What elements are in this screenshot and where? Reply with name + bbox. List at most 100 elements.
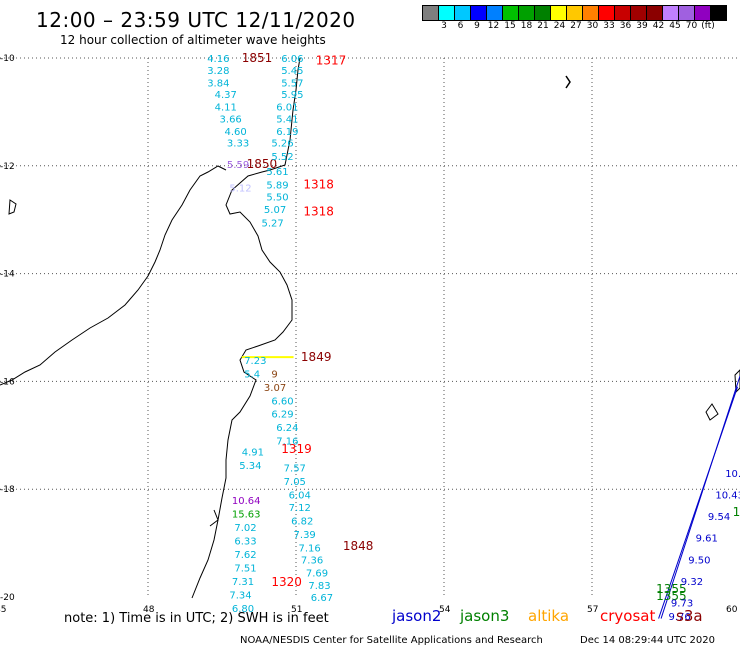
wave-height-label: 3.33 xyxy=(227,139,249,150)
satellite-pass-labels: 1851 1317 1850 1318 1318 1849 1319 1848 1320 1355… xyxy=(242,51,740,603)
wave-height-label: 5.50 xyxy=(266,193,288,204)
wave-height-label: 7.51 xyxy=(234,563,256,574)
legend-label: 39 xyxy=(636,21,648,31)
wave-height-label: 6.33 xyxy=(234,536,256,547)
wave-height-label: 9.76 xyxy=(668,612,690,623)
legend-label: 42 xyxy=(652,21,665,31)
pass-number-label: 1319 xyxy=(281,442,312,456)
wave-height-label: 7.16 xyxy=(298,543,320,554)
wave-height-label: 6.80 xyxy=(232,604,254,615)
wave-height-label: 3.07 xyxy=(264,383,286,394)
page-title: 12:00 – 23:59 UTC 12/11/2020 xyxy=(36,8,356,32)
wave-height-label: 9.50 xyxy=(688,555,710,566)
wave-height-label: 7.36 xyxy=(301,555,323,566)
wave-height-label: 6.04 xyxy=(289,491,311,502)
footnote: note: 1) Time is in UTC; 2) SWH is in fe… xyxy=(64,611,329,626)
wave-height-label: 5.41 xyxy=(276,114,298,125)
wave-height-label: 6.67 xyxy=(311,593,333,604)
legend-label: 24 xyxy=(553,21,566,31)
legend-s3a: s3a xyxy=(676,607,703,625)
wave-height-label: 7.31 xyxy=(232,577,254,588)
wave-height-label: 6.60 xyxy=(271,396,293,407)
legend-label: 30 xyxy=(586,21,599,31)
wave-height-label: 3.84 xyxy=(207,78,229,89)
legend-label: 45 xyxy=(669,21,681,31)
wave-height-label: 7.39 xyxy=(294,530,316,541)
lon-tick-label: 51 xyxy=(291,605,302,615)
wave-height-label: 4.37 xyxy=(215,90,237,101)
wave-height-label: 4.91 xyxy=(242,447,264,458)
lon-tick-label: 57 xyxy=(587,605,598,615)
wave-height-label: 5.59 xyxy=(227,160,249,171)
pass-number-label: 1849 xyxy=(301,350,332,364)
legend-jason3: jason3 xyxy=(460,607,510,625)
wave-height-label: 10.64 xyxy=(232,496,261,507)
wave-height-label: 7.23 xyxy=(244,356,266,367)
coastline xyxy=(0,57,740,599)
wave-height-label: 9.73 xyxy=(671,598,693,609)
wave-height-label: 5.52 xyxy=(271,152,293,163)
pass-number-label: 1318 xyxy=(303,178,334,192)
wave-height-label: 4.11 xyxy=(215,103,237,114)
color-scale-labels: 3 6 9 12 15 18 21 24 27 30 33 36 39 42 45 70 (ft) xyxy=(422,21,740,33)
legend-label: 33 xyxy=(603,21,615,31)
legend-label: 21 xyxy=(537,21,549,31)
lon-tick-label: 60 xyxy=(726,605,738,615)
wave-height-label: 10.00 xyxy=(725,469,740,480)
lat-tick-label: -18 xyxy=(0,485,15,495)
pass-number-label: 1355 xyxy=(656,589,687,603)
lon-tick-label: 48 xyxy=(143,605,155,615)
wave-height-label: 5.89 xyxy=(266,181,288,192)
legend-label: 9 xyxy=(474,21,480,31)
pass-number-label: 13 xyxy=(733,505,740,519)
lon-tick-label: 45 xyxy=(0,605,6,615)
wave-height-label: 3.28 xyxy=(207,66,229,77)
credit-line: NOAA/NESDIS Center for Satellite Applica… xyxy=(240,635,543,646)
wave-height-label: 7.02 xyxy=(234,523,256,534)
legend-label: 70 xyxy=(685,21,698,31)
legend-altika: altika xyxy=(528,607,570,625)
legend-label: 6 xyxy=(457,21,464,31)
legend-label: 18 xyxy=(520,21,533,31)
wave-height-label: 7.62 xyxy=(234,550,256,561)
wave-height-label: 5.26 xyxy=(271,139,293,150)
wave-height-label: 6.29 xyxy=(271,410,293,421)
wave-height-label: 5.95 xyxy=(281,90,303,101)
legend-jason2: jason2 xyxy=(392,607,442,625)
wave-height-label: 7.34 xyxy=(229,590,251,601)
wave-height-label: 6.01 xyxy=(276,103,298,114)
legend-label: 3 xyxy=(441,21,447,31)
lat-tick-label: -12 xyxy=(0,162,15,172)
pass-number-label: 1851 xyxy=(242,51,273,65)
legend-label: 36 xyxy=(619,21,632,31)
legend-label: 27 xyxy=(570,21,582,31)
wave-height-label: 5.12 xyxy=(229,183,251,194)
wave-height-label: 15.63 xyxy=(232,509,261,520)
wave-height-label: 7.83 xyxy=(308,581,330,592)
wave-height-label: 7.12 xyxy=(289,503,311,514)
wave-height-label: 9 xyxy=(271,369,277,380)
lat-tick-label: -10 xyxy=(0,54,15,64)
pass-number-label: 1848 xyxy=(343,539,374,553)
wave-height-label: 4.16 xyxy=(207,54,229,65)
wave-height-label: 7.05 xyxy=(284,477,306,488)
wave-height-label: 6.06 xyxy=(281,54,303,65)
pass-number-label: 1850 xyxy=(247,157,278,171)
wave-height-label: 9.54 xyxy=(708,512,730,523)
wave-height-label: 7.69 xyxy=(306,569,328,580)
wave-height-label: 6.82 xyxy=(291,516,313,527)
wave-height-label: 7.16 xyxy=(276,437,298,448)
legend-label: 15 xyxy=(504,21,516,31)
jason2-track xyxy=(658,386,739,619)
pass-number-label: 1355 xyxy=(656,582,687,596)
lon-tick-label: 54 xyxy=(439,605,451,615)
pass-number-label: 1318 xyxy=(303,205,334,219)
wave-height-label: 4.60 xyxy=(224,127,246,138)
axis-labels: -10 -12 -14 -16 -18 -20 45 48 51 54 57 60 xyxy=(0,54,738,615)
legend-swatch xyxy=(710,5,727,21)
wave-height-label: 5.07 xyxy=(264,205,286,216)
wave-height-label: 7.57 xyxy=(284,464,306,475)
page-subtitle: 12 hour collection of altimeter wave hei… xyxy=(60,33,326,47)
wave-height-label: 5.61 xyxy=(266,167,288,178)
